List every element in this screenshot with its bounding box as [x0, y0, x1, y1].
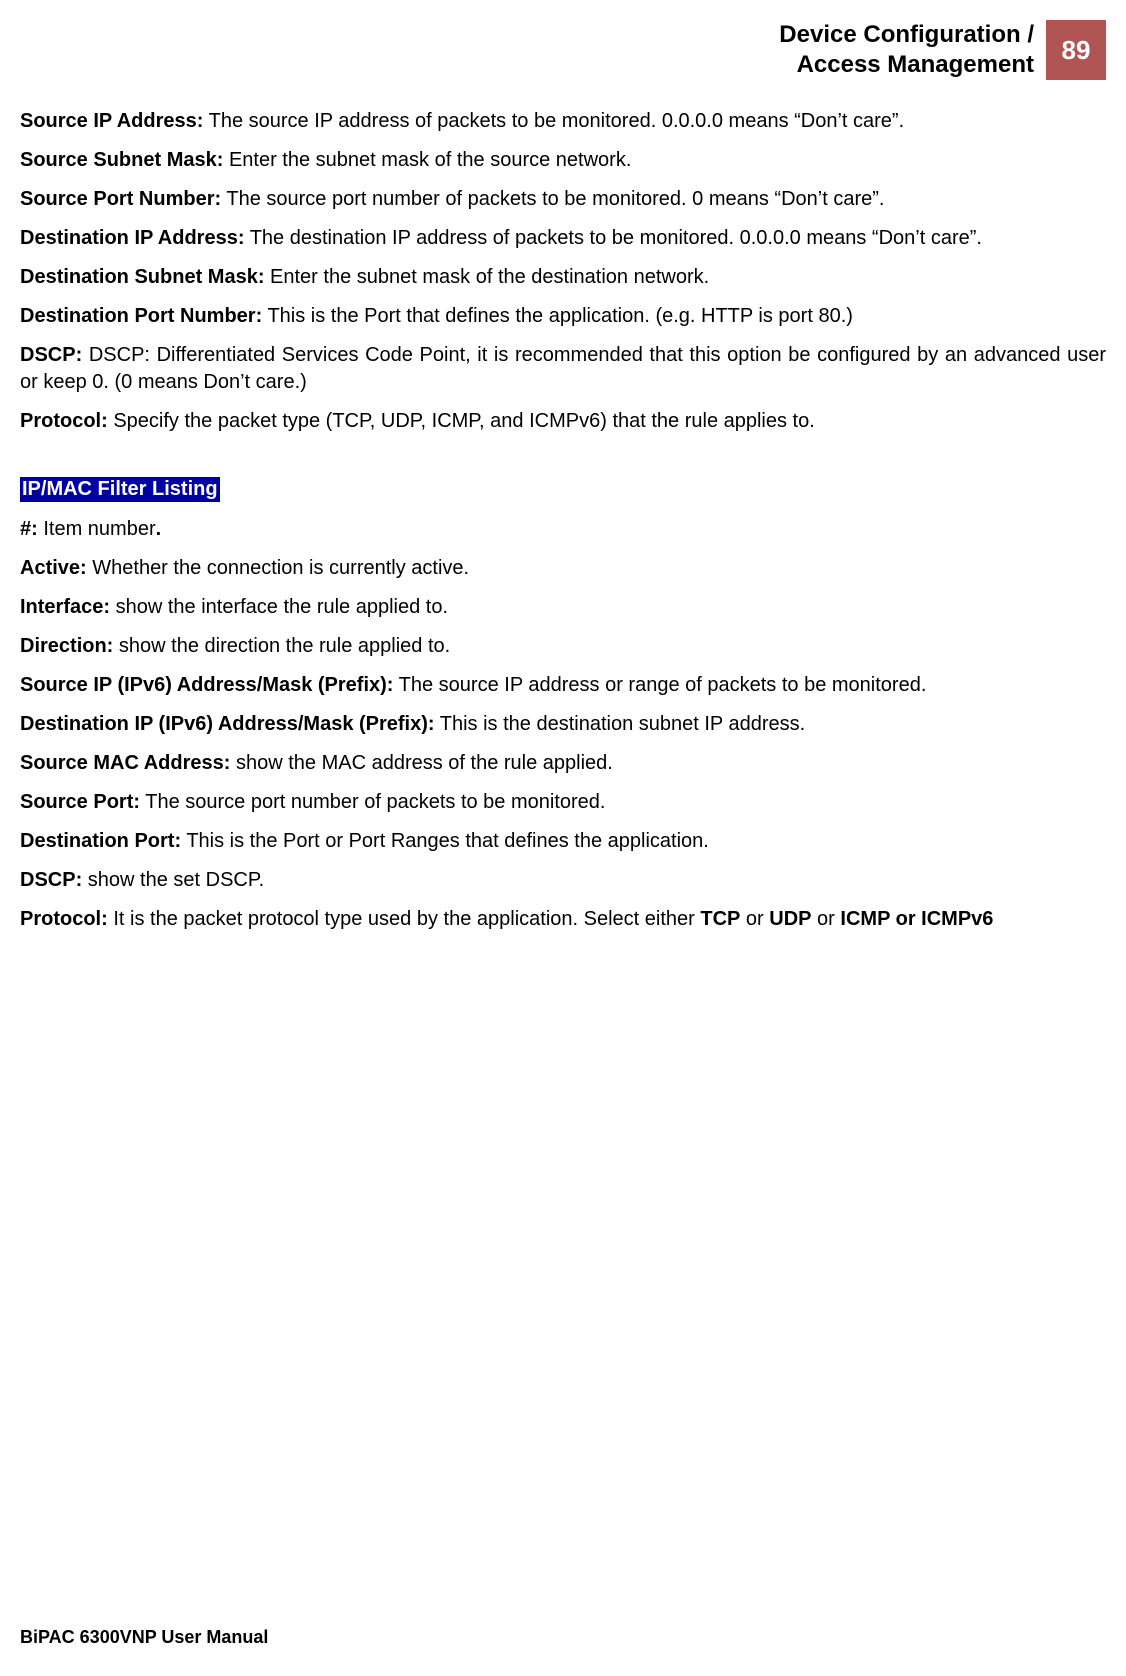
term: Protocol:: [20, 410, 108, 432]
desc: This is the Port that defines the applic…: [262, 305, 853, 327]
def-direction: Direction: show the direction the rule a…: [20, 633, 1106, 660]
desc: Enter the subnet mask of the destination…: [264, 266, 709, 288]
desc: This is the Port or Port Ranges that def…: [181, 830, 709, 852]
term: Source IP (IPv6) Address/Mask (Prefix):: [20, 674, 393, 696]
def-destination-ip-ipv6: Destination IP (IPv6) Address/Mask (Pref…: [20, 711, 1106, 738]
protocol-icmp: ICMP or ICMPv6: [840, 908, 993, 930]
desc: Enter the subnet mask of the source netw…: [223, 149, 631, 171]
term: Source MAC Address:: [20, 752, 230, 774]
desc: The source port number of packets to be …: [221, 188, 884, 210]
protocol-udp: UDP: [769, 908, 811, 930]
header-title: Device Configuration / Access Management: [779, 20, 1034, 80]
page-footer: BiPAC 6300VNP User Manual: [20, 1627, 268, 1648]
desc: show the interface the rule applied to.: [110, 596, 448, 618]
term: #:: [20, 518, 38, 540]
term: Destination IP Address:: [20, 227, 245, 249]
term: Source IP Address:: [20, 110, 203, 132]
def-destination-port: Destination Port: This is the Port or Po…: [20, 828, 1106, 855]
desc: show the set DSCP.: [82, 869, 264, 891]
def-interface: Interface: show the interface the rule a…: [20, 594, 1106, 621]
desc: DSCP: Differentiated Services Code Point…: [20, 344, 1106, 393]
term: DSCP:: [20, 344, 82, 366]
desc: The source IP address of packets to be m…: [203, 110, 904, 132]
suffix: .: [156, 518, 162, 540]
desc: show the MAC address of the rule applied…: [230, 752, 612, 774]
def-source-port-number: Source Port Number: The source port numb…: [20, 186, 1106, 213]
def-destination-subnet-mask: Destination Subnet Mask: Enter the subne…: [20, 264, 1106, 291]
term: Source Port Number:: [20, 188, 221, 210]
header-title-line2: Access Management: [797, 51, 1034, 78]
def-protocol-listing: Protocol: It is the packet protocol type…: [20, 906, 1106, 933]
def-destination-ip-address: Destination IP Address: The destination …: [20, 225, 1106, 252]
page-number-badge: 89: [1046, 20, 1106, 80]
desc: Item number: [38, 518, 156, 540]
or2: or: [812, 908, 841, 930]
desc: Whether the connection is currently acti…: [87, 557, 469, 579]
def-dscp: DSCP: DSCP: Differentiated Services Code…: [20, 342, 1106, 396]
desc: Specify the packet type (TCP, UDP, ICMP,…: [108, 410, 815, 432]
def-item-number: #: Item number.: [20, 516, 1106, 543]
page-header: Device Configuration / Access Management…: [0, 0, 1126, 80]
or1: or: [740, 908, 769, 930]
term: Active:: [20, 557, 87, 579]
page-content: Source IP Address: The source IP address…: [0, 80, 1126, 933]
page-number: 89: [1062, 35, 1091, 66]
desc: The source IP address or range of packet…: [393, 674, 926, 696]
def-source-ip-ipv6: Source IP (IPv6) Address/Mask (Prefix): …: [20, 672, 1106, 699]
term: DSCP:: [20, 869, 82, 891]
term: Source Port:: [20, 791, 140, 813]
def-protocol: Protocol: Specify the packet type (TCP, …: [20, 408, 1106, 435]
desc: This is the destination subnet IP addres…: [435, 713, 806, 735]
def-source-port: Source Port: The source port number of p…: [20, 789, 1106, 816]
def-destination-port-number: Destination Port Number: This is the Por…: [20, 303, 1106, 330]
desc: The source port number of packets to be …: [140, 791, 605, 813]
term: Destination Port Number:: [20, 305, 262, 327]
term: Destination Port:: [20, 830, 181, 852]
desc-pre: It is the packet protocol type used by t…: [108, 908, 701, 930]
def-active: Active: Whether the connection is curren…: [20, 555, 1106, 582]
term: Source Subnet Mask:: [20, 149, 223, 171]
desc: The destination IP address of packets to…: [245, 227, 982, 249]
term: Destination Subnet Mask:: [20, 266, 264, 288]
def-dscp-listing: DSCP: show the set DSCP.: [20, 867, 1106, 894]
term: Destination IP (IPv6) Address/Mask (Pref…: [20, 713, 435, 735]
def-source-mac-address: Source MAC Address: show the MAC address…: [20, 750, 1106, 777]
protocol-tcp: TCP: [700, 908, 740, 930]
desc: show the direction the rule applied to.: [113, 635, 450, 657]
def-source-subnet-mask: Source Subnet Mask: Enter the subnet mas…: [20, 147, 1106, 174]
term: Interface:: [20, 596, 110, 618]
header-title-line1: Device Configuration /: [779, 21, 1034, 48]
term: Direction:: [20, 635, 113, 657]
term: Protocol:: [20, 908, 108, 930]
section-heading-ipmac-filter: IP/MAC Filter Listing: [20, 477, 220, 502]
def-source-ip-address: Source IP Address: The source IP address…: [20, 108, 1106, 135]
